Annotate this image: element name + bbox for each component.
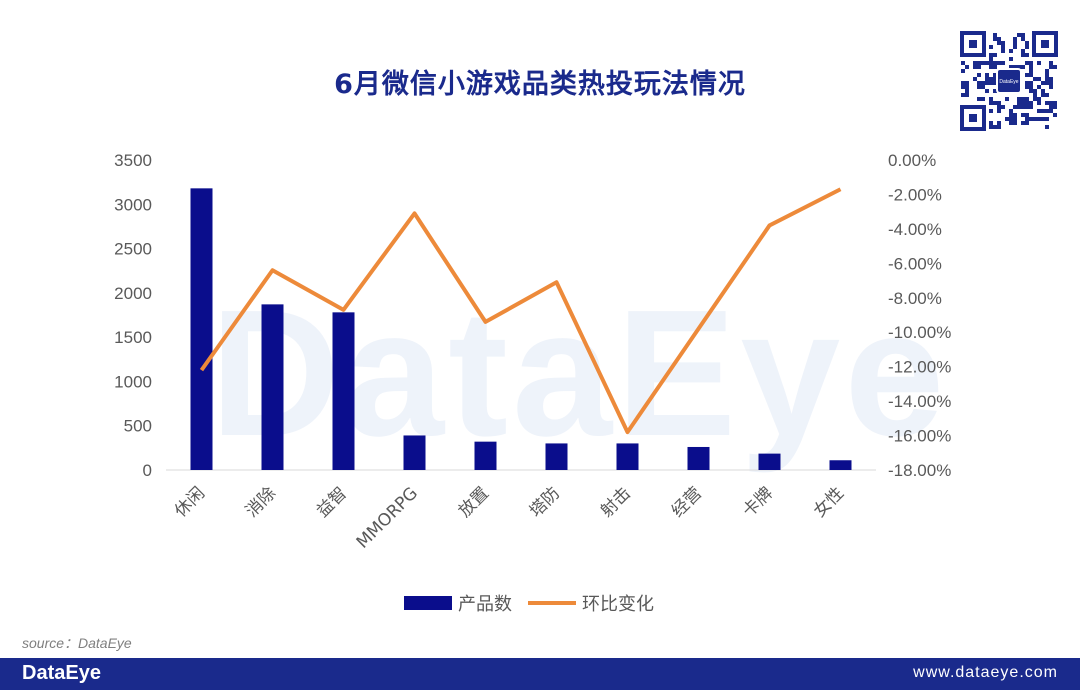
right-tick-label: -12.00% — [888, 358, 951, 377]
legend-line-swatch — [528, 601, 576, 605]
bar — [474, 441, 497, 470]
chart-title: 6月微信小游戏品类热投玩法情况 — [334, 69, 746, 100]
bar — [261, 304, 284, 470]
bar — [403, 435, 426, 470]
qr-logo-label: DataEye — [999, 79, 1018, 85]
legend-bar-label: 产品数 — [458, 594, 512, 615]
combo-chart: 0 500 1000 1500 2000 2500 3000 3500 -18.00% -16.… — [114, 151, 951, 553]
category-label: 休闲 — [171, 483, 209, 521]
category-label: 塔防 — [526, 483, 564, 521]
left-tick-label: 2500 — [114, 240, 152, 259]
right-tick-label: -14.00% — [888, 392, 951, 411]
bar — [829, 460, 852, 470]
left-tick-label: 3000 — [114, 195, 152, 214]
category-label: 放置 — [455, 483, 493, 521]
category-label: 消除 — [242, 483, 280, 521]
right-tick-label: -16.00% — [888, 427, 951, 446]
right-tick-label: -18.00% — [888, 461, 951, 480]
category-label: 女性 — [810, 483, 848, 521]
left-tick-label: 1000 — [114, 372, 152, 391]
left-tick-label: 0 — [143, 461, 152, 480]
left-tick-label: 500 — [124, 417, 152, 436]
qr-finder-bottom-left — [960, 105, 986, 131]
legend-bar-swatch — [404, 596, 452, 610]
left-tick-label: 3500 — [114, 151, 152, 170]
category-label: 射击 — [597, 483, 635, 521]
bar — [332, 312, 355, 470]
footer-brand: DataEye — [22, 662, 101, 684]
bar — [190, 188, 213, 471]
qr-finder-top-right — [1032, 31, 1058, 57]
footer-bar: DataEye www.dataeye.com — [0, 658, 1080, 690]
line-series-mom-change — [199, 187, 842, 435]
category-label: 经营 — [668, 483, 706, 521]
bar — [758, 453, 781, 470]
category-label: 卡牌 — [739, 483, 777, 521]
right-tick-label: -6.00% — [888, 254, 942, 273]
right-tick-label: 0.00% — [888, 151, 936, 170]
left-tick-label: 2000 — [114, 284, 152, 303]
bar — [616, 443, 639, 470]
right-tick-label: -4.00% — [888, 220, 942, 239]
qr-finder-top-left — [960, 31, 986, 57]
watermark-text: DataEye — [210, 273, 949, 474]
right-tick-label: -10.00% — [888, 323, 951, 342]
bar — [687, 446, 710, 470]
left-tick-label: 1500 — [114, 328, 152, 347]
bar — [545, 443, 568, 470]
legend-line-label: 环比变化 — [582, 594, 654, 615]
category-label: 益智 — [313, 483, 351, 521]
source-note: source：DataEye — [22, 635, 132, 651]
qr-code: DataEye — [960, 31, 1058, 131]
right-tick-label: -2.00% — [888, 185, 942, 204]
footer-url[interactable]: www.dataeye.com — [913, 664, 1058, 681]
category-label: MMORPG — [353, 483, 422, 552]
right-tick-label: -8.00% — [888, 289, 942, 308]
